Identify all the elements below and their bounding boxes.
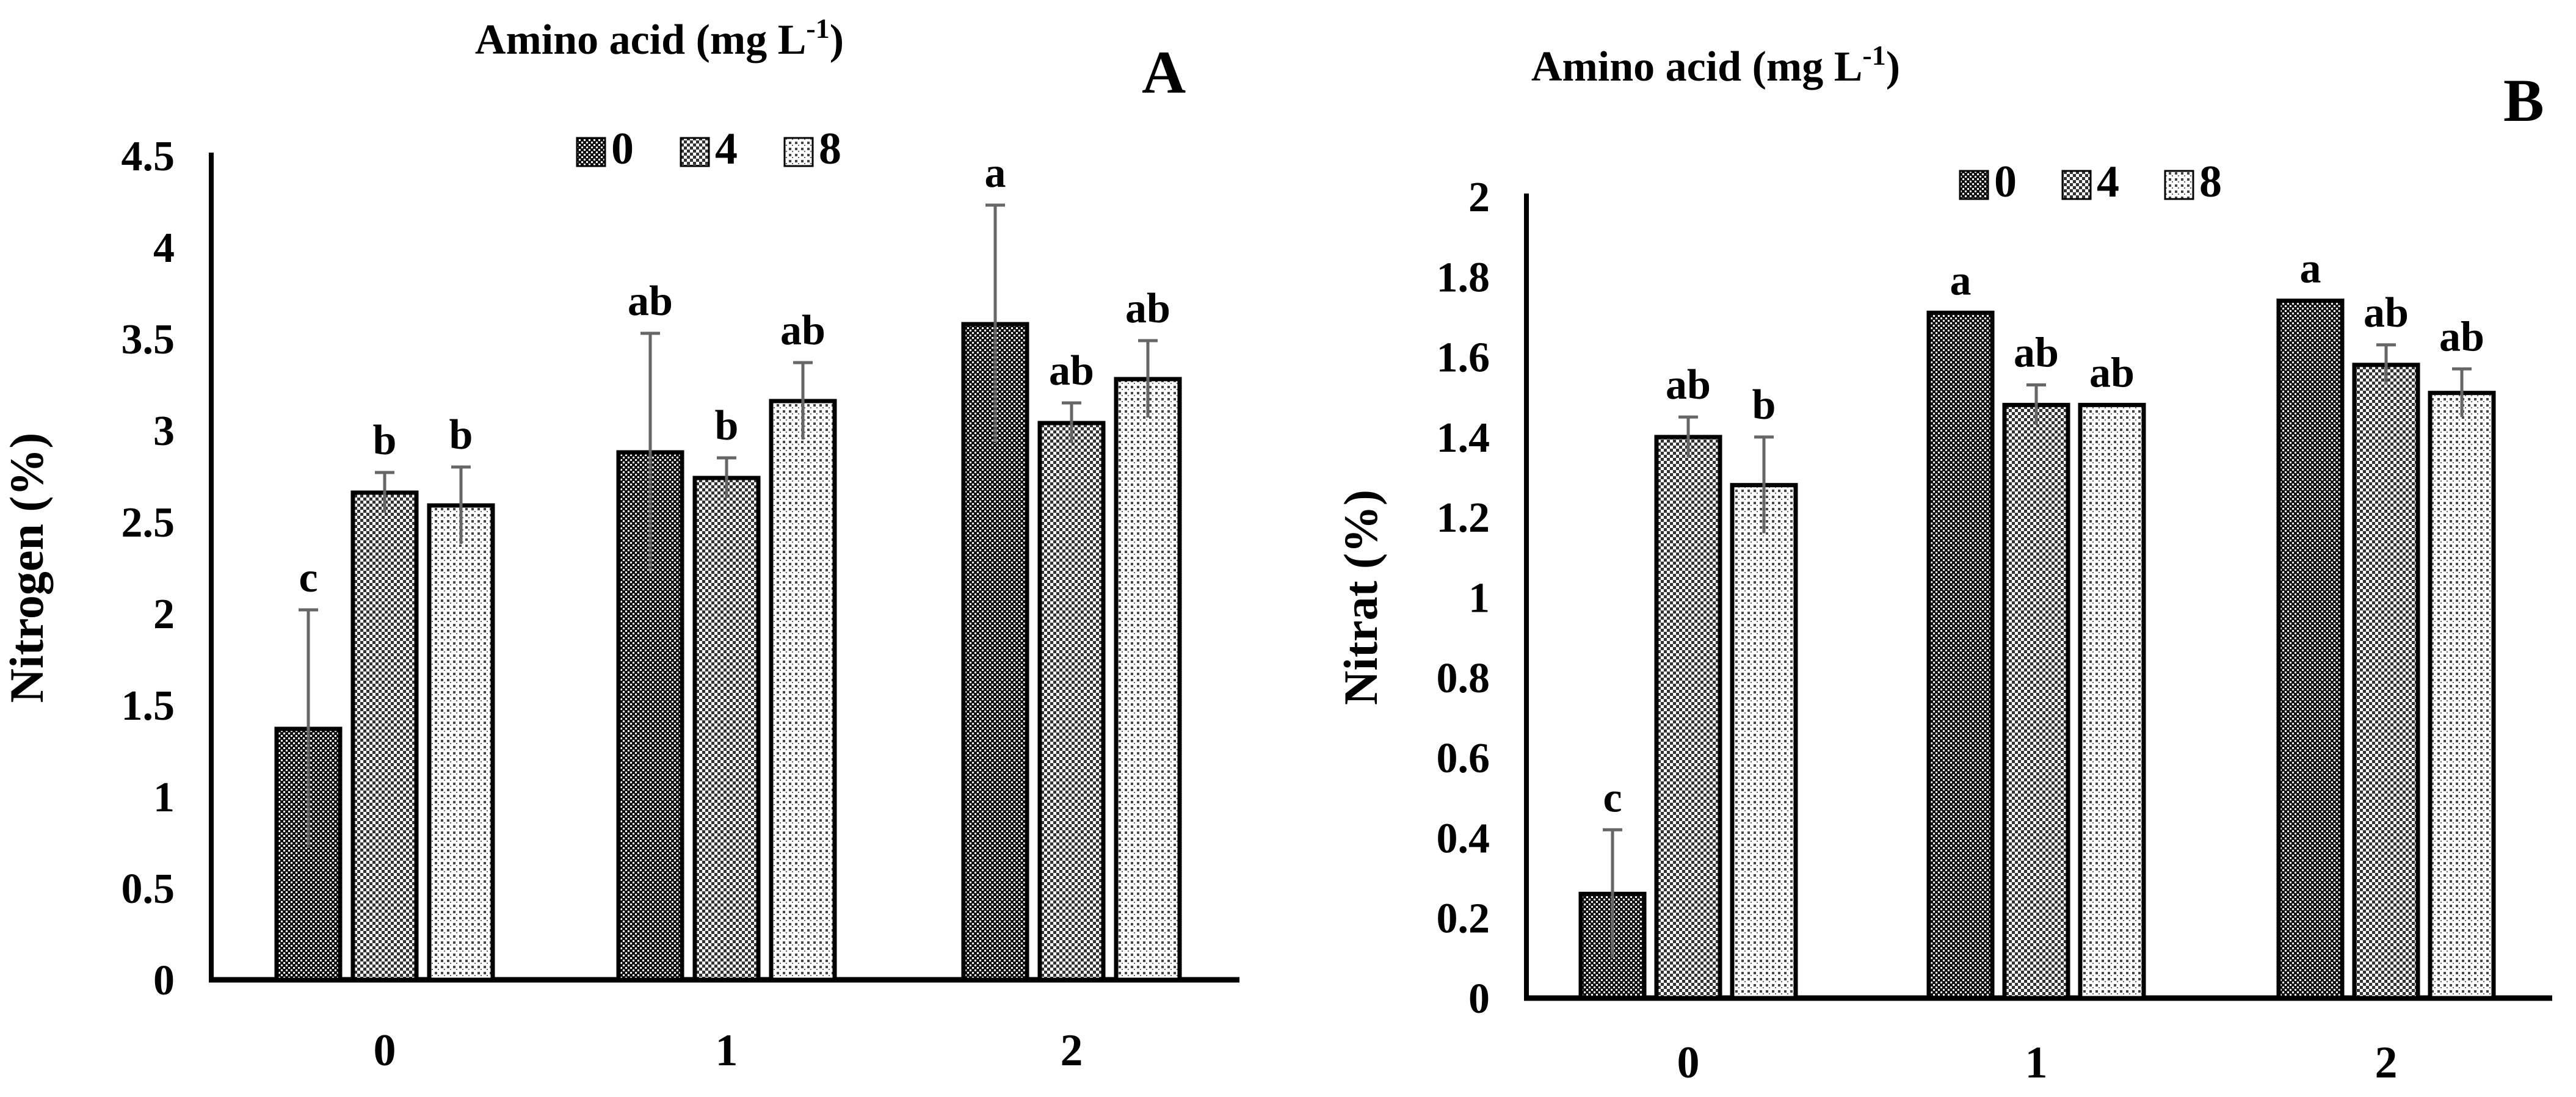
bar-4-2 — [1037, 421, 1106, 982]
legend-label-0: 0 — [611, 124, 634, 174]
bar-8-2 — [2428, 391, 2496, 1001]
chart-panel-a: Amino acid (mg L-1) A Nitrogen (%) 0 0.5 1 1.5… — [0, 13, 1239, 1076]
chart-title-superscript: -1 — [806, 13, 829, 44]
y-tick-label: 1 — [153, 774, 175, 821]
chart-title: Amino acid (mg L-1) — [1531, 40, 1900, 90]
significance-letter-4-1: b — [715, 402, 739, 449]
y-tick-label: 0.8 — [1437, 655, 1490, 702]
bar-4-2 — [2352, 363, 2420, 1001]
bar-8-0 — [1730, 483, 1798, 1001]
legend-swatch-8 — [783, 137, 814, 167]
legend-swatch-4 — [680, 137, 710, 167]
legend-label-8: 8 — [2199, 157, 2222, 207]
significance-letter-0-1: ab — [628, 278, 673, 325]
chart-title-main: Amino acid (mg L — [1531, 43, 1863, 90]
significance-letter-0-0: c — [299, 554, 317, 601]
chart-title-main: Amino acid (mg L — [475, 16, 807, 63]
significance-letter-0-1: a — [1950, 257, 1972, 304]
y-tick-label: 0 — [153, 957, 175, 1004]
significance-letter-8-2: ab — [1125, 285, 1170, 332]
y-tick-label: 0.5 — [122, 866, 175, 913]
chart-title-superscript: -1 — [1862, 40, 1885, 71]
x-tick-label: 1 — [2025, 1038, 2048, 1088]
bar-0-1 — [1926, 310, 1995, 1001]
legend-label-4: 4 — [715, 124, 738, 174]
y-tick-label: 4.5 — [122, 133, 175, 180]
significance-letter-0-2: a — [985, 150, 1006, 197]
legend-swatch-8 — [2164, 170, 2194, 200]
x-tick-label: 2 — [1061, 1026, 1083, 1076]
x-tick-label: 2 — [2375, 1038, 2398, 1088]
chart-title: Amino acid (mg L-1) — [475, 13, 844, 63]
significance-letter-8-1: ab — [780, 307, 825, 354]
y-tick-label: 3.5 — [122, 316, 175, 363]
y-tick-label: 0.6 — [1437, 735, 1490, 782]
significance-letter-8-0: b — [1752, 382, 1776, 429]
significance-letter-0-2: a — [2300, 245, 2321, 292]
y-tick-label: 2.5 — [122, 499, 175, 546]
y-tick-label: 2 — [1468, 174, 1490, 221]
y-tick-label: 0 — [1468, 976, 1490, 1023]
significance-letter-4-1: ab — [2014, 330, 2059, 377]
bar-8-1 — [2078, 402, 2146, 1001]
y-axis-label: Nitrogen (%) — [0, 433, 53, 703]
chart-b-svg: Amino acid (mg L-1) B Nitrat (%) 0 0.2 0.4 0.6… — [1334, 40, 2552, 1088]
bar-4-0 — [1654, 435, 1722, 1001]
legend-label-0: 0 — [1994, 157, 2017, 207]
legend-swatch-0 — [1959, 170, 1989, 200]
bar-8-2 — [1114, 377, 1182, 982]
x-tick-label: 1 — [716, 1026, 738, 1076]
significance-letter-4-2: ab — [1049, 347, 1094, 394]
chart-a-svg: Amino acid (mg L-1) A Nitrogen (%) 0 0.5 1 1.5… — [0, 13, 1239, 1076]
significance-letter-8-2: ab — [2439, 313, 2484, 360]
legend-label-8: 8 — [819, 124, 841, 174]
y-tick-label: 1.6 — [1437, 335, 1490, 382]
significance-letter-8-1: ab — [2089, 349, 2135, 396]
bar-4-1 — [692, 476, 761, 982]
panel-label: A — [1142, 38, 1186, 106]
y-tick-label: 1.5 — [122, 682, 175, 730]
y-tick-label: 1.8 — [1437, 254, 1490, 301]
y-tick-label: 2 — [153, 591, 175, 638]
legend-swatch-0 — [576, 137, 606, 167]
legend-label-4: 4 — [2097, 157, 2119, 207]
y-tick-label: 0.2 — [1437, 896, 1490, 943]
y-tick-label: 1.4 — [1437, 415, 1490, 462]
panel-label: B — [2503, 67, 2544, 134]
bar-0-2 — [2276, 299, 2345, 1001]
bar-4-0 — [350, 490, 419, 982]
x-tick-label: 0 — [374, 1026, 396, 1076]
significance-letter-8-0: b — [449, 411, 473, 458]
bar-8-1 — [769, 399, 837, 982]
significance-letter-4-0: ab — [1666, 361, 1711, 408]
significance-letter-4-2: ab — [2364, 289, 2409, 336]
chart-panel-b: Amino acid (mg L-1) B Nitrat (%) 0 0.2 0.4 0.6… — [1325, 0, 2576, 1097]
significance-letter-0-0: c — [1603, 774, 1622, 821]
y-tick-label: 4 — [153, 225, 175, 272]
significance-letter-4-0: b — [373, 417, 397, 464]
y-tick-label: 1.2 — [1437, 494, 1490, 541]
chart-title-close: ) — [1886, 43, 1900, 90]
y-tick-label: 1 — [1468, 575, 1490, 622]
x-tick-label: 0 — [1677, 1038, 1700, 1088]
bar-8-0 — [427, 503, 495, 982]
y-tick-label: 0.4 — [1437, 815, 1490, 862]
bar-0-2 — [961, 322, 1029, 982]
y-axis-label: Nitrat (%) — [1334, 490, 1387, 705]
bar-4-1 — [2002, 402, 2070, 1001]
y-tick-label: 3 — [153, 408, 175, 455]
chart-title-close: ) — [830, 16, 844, 63]
legend-swatch-4 — [2061, 170, 2092, 200]
